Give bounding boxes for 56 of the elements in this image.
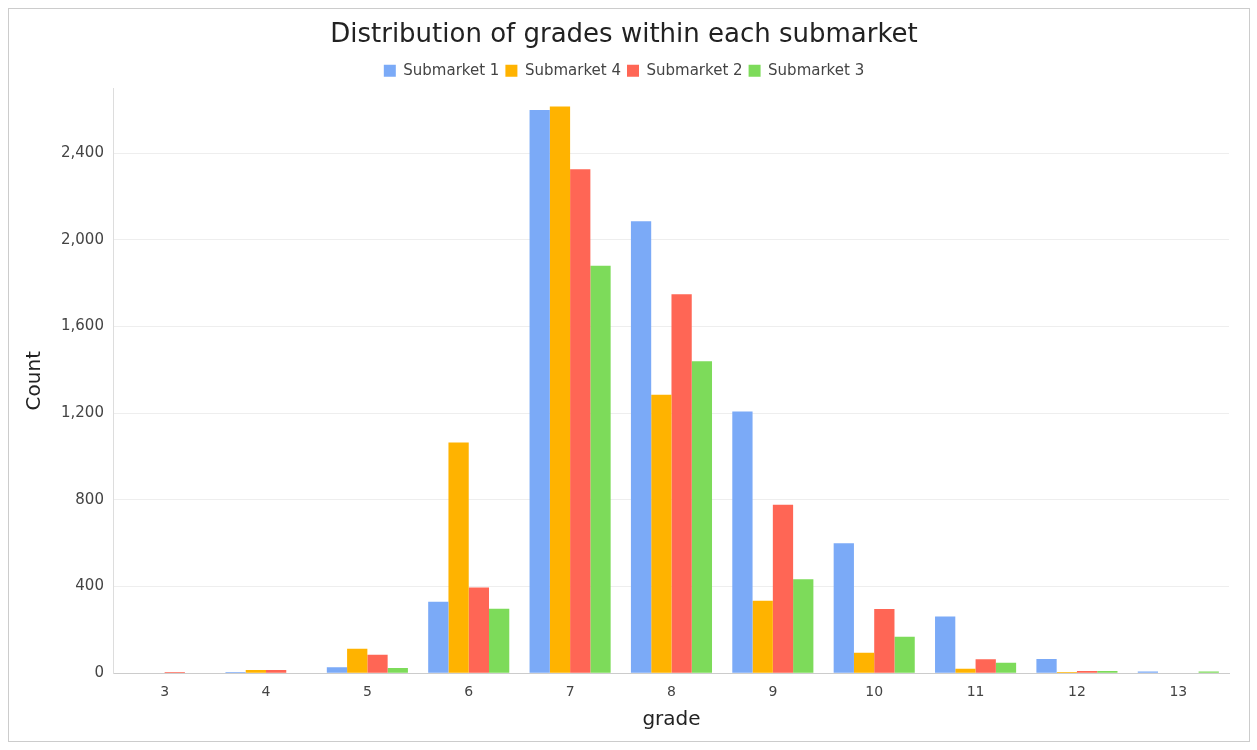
- y-axis-title: Count: [21, 350, 46, 411]
- bar: [266, 669, 287, 673]
- x-tick-label: 8: [667, 683, 676, 700]
- x-tick-label: 12: [1068, 683, 1086, 700]
- bar: [529, 110, 550, 673]
- bar: [651, 394, 672, 673]
- bar: [590, 265, 611, 673]
- bar: [570, 169, 591, 673]
- bar: [995, 662, 1017, 673]
- legend-label: Submarket 4: [524, 60, 621, 79]
- x-tick-label: 6: [464, 683, 474, 700]
- bar: [935, 616, 956, 673]
- y-tick-label: 800: [75, 489, 104, 508]
- bar: [691, 361, 713, 673]
- y-tick-label: 2,400: [60, 143, 104, 162]
- legend-label: Submarket 3: [768, 60, 865, 79]
- bar: [975, 659, 996, 673]
- bar: [630, 221, 652, 673]
- bar: [387, 668, 408, 673]
- bar: [793, 579, 814, 673]
- chart-title: Distribution of grades within each submarket: [330, 18, 918, 49]
- bar: [671, 294, 692, 673]
- y-tick-label: 1,200: [60, 403, 104, 422]
- x-tick-label: 10: [865, 683, 884, 700]
- bar: [853, 652, 875, 673]
- x-axis-title: grade: [642, 706, 701, 731]
- x-tick-label: 13: [1169, 683, 1188, 700]
- y-tick-label: 2,000: [60, 229, 104, 248]
- bar: [1036, 658, 1057, 673]
- bar: [955, 668, 976, 673]
- bar: [752, 600, 773, 673]
- bar: [347, 648, 368, 673]
- legend-label: Submarket 2: [646, 60, 743, 79]
- bar: [549, 106, 571, 673]
- bar: [245, 669, 266, 673]
- bar: [489, 608, 510, 673]
- bar: [468, 587, 490, 673]
- legend-label: Submarket 1: [403, 60, 500, 79]
- bar: [367, 654, 388, 673]
- y-tick-label: 400: [75, 576, 104, 595]
- y-tick-label: 1,600: [60, 316, 104, 335]
- x-tick-label: 11: [966, 683, 985, 700]
- x-tick-label: 5: [362, 683, 372, 700]
- bar: [894, 636, 915, 673]
- bar: [448, 442, 469, 673]
- bar: [874, 609, 895, 673]
- bar: [772, 504, 794, 673]
- x-tick-label: 3: [160, 683, 170, 700]
- x-tick-label: 4: [261, 683, 271, 700]
- bar: [732, 411, 753, 673]
- bar: [428, 601, 449, 673]
- y-tick-label: 0: [94, 663, 104, 682]
- bar: [326, 667, 348, 673]
- x-tick-label: 9: [768, 683, 778, 700]
- bar: [833, 543, 854, 673]
- x-tick-label: 7: [565, 683, 575, 700]
